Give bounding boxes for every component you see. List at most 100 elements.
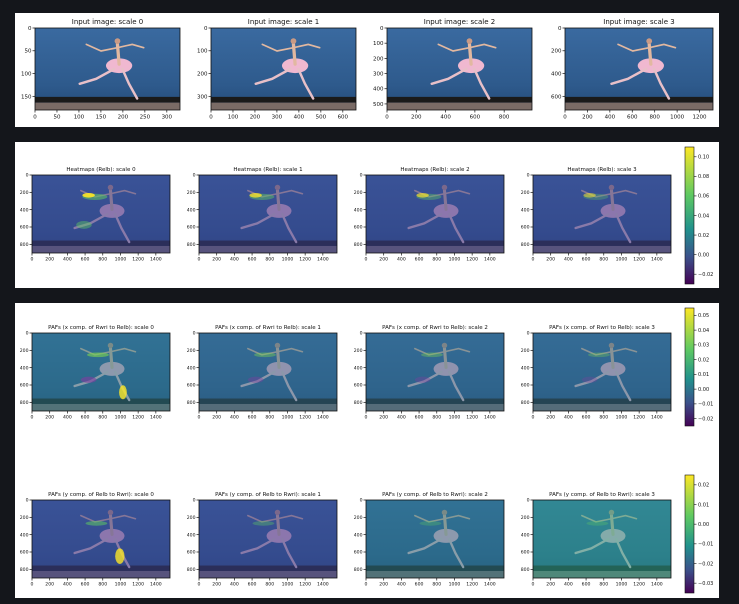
x-tick-label: 1400	[150, 257, 162, 263]
y-tick-label: 400	[551, 71, 562, 77]
photo	[533, 175, 671, 253]
y-tick-label: 400	[373, 87, 384, 93]
y-tick-label: 800	[20, 400, 29, 406]
x-tick-label: 800	[265, 582, 274, 588]
x-tick-label: 400	[230, 257, 239, 263]
x-tick-label: 600	[248, 257, 257, 263]
colorbar-tick-label: 0.04	[698, 213, 709, 219]
x-tick-label: 600	[248, 415, 257, 421]
heatmaps-panel: Heatmaps (Relb): scale 0 0 200 400 600 800 100…	[15, 142, 719, 288]
paf-blob	[253, 521, 275, 526]
photo	[533, 333, 671, 411]
colorbar-tick-label: 0.08	[698, 174, 709, 180]
x-tick-label: 600	[81, 415, 90, 421]
x-tick-label: 800	[432, 257, 441, 263]
x-tick-label: 1400	[317, 257, 329, 263]
y-tick-label: 800	[187, 400, 196, 406]
x-tick-label: 1200	[633, 415, 645, 421]
x-tick-label: 800	[98, 257, 107, 263]
x-tick-label: 600	[582, 582, 591, 588]
photo	[199, 333, 337, 411]
x-tick-label: 1000	[115, 582, 127, 588]
x-tick-label: 400	[564, 582, 573, 588]
y-tick-label: 600	[354, 383, 363, 389]
paf-blob	[420, 521, 442, 526]
photo-stage	[565, 103, 713, 110]
x-tick-label: 800	[432, 582, 441, 588]
x-tick-label: 200	[118, 115, 129, 121]
y-tick-label: 400	[187, 365, 196, 371]
y-tick-label: 0	[193, 173, 196, 179]
y-tick-label: 200	[521, 190, 530, 196]
paf-blob	[587, 521, 609, 526]
y-tick-label: 0	[380, 26, 384, 32]
y-tick-label: 400	[521, 365, 530, 371]
input-images-figure: Input image: scale 0 0 50 100 150 200 250 300 0 5…	[15, 13, 719, 127]
colormap-overlay	[533, 333, 671, 411]
y-tick-label: 800	[521, 242, 530, 248]
x-tick-label: 1000	[616, 582, 628, 588]
colorbar	[685, 475, 694, 593]
x-tick-label: 600	[470, 115, 481, 121]
y-tick-label: 200	[20, 515, 29, 521]
paf-blob	[588, 353, 610, 358]
x-tick-label: 400	[63, 582, 72, 588]
colorbar-tick-label: 0.06	[698, 194, 709, 200]
paf-blob	[87, 353, 109, 358]
x-tick-label: 800	[98, 415, 107, 421]
y-tick-label: 200	[354, 348, 363, 354]
x-tick-label: 300	[272, 115, 283, 121]
x-tick-label: 400	[63, 257, 72, 263]
chart-title: Heatmaps (Relb): scale 1	[233, 167, 302, 173]
chart-title: PAFs (y comp. of Relb to Rwri): scale 0	[48, 492, 154, 498]
x-tick-label: 600	[415, 582, 424, 588]
x-tick-label: 1400	[150, 582, 162, 588]
y-tick-label: 600	[187, 550, 196, 556]
x-tick-label: 1000	[449, 257, 461, 263]
chart-title: Input image: scale 1	[248, 18, 319, 26]
y-tick-label: 800	[354, 567, 363, 573]
colorbar-tick-label: 0.05	[698, 313, 709, 319]
x-tick-label: 400	[397, 415, 406, 421]
photo-floor-shadow	[211, 97, 356, 103]
x-tick-label: 200	[582, 115, 593, 121]
x-tick-label: 400	[564, 257, 573, 263]
colorbar	[685, 147, 694, 284]
x-tick-label: 0	[365, 582, 368, 588]
x-tick-label: 1400	[150, 415, 162, 421]
x-tick-label: 1000	[449, 415, 461, 421]
colorbar-tick-label: −0.03	[698, 581, 713, 587]
x-tick-label: 1000	[282, 415, 294, 421]
paf-blob	[421, 353, 443, 358]
colorbar-tick-label: −0.02	[698, 561, 713, 567]
colormap-overlay	[32, 175, 170, 253]
y-tick-label: 0	[193, 331, 196, 337]
y-tick-label: 300	[197, 94, 208, 100]
colorbar-tick-label: −0.02	[698, 272, 713, 278]
y-tick-label: 0	[360, 331, 363, 337]
y-tick-label: 500	[373, 102, 384, 108]
colormap-overlay	[533, 175, 671, 253]
colorbar-tick-label: 0.01	[698, 372, 709, 378]
x-tick-label: 200	[546, 415, 555, 421]
y-tick-label: 400	[521, 207, 530, 213]
x-tick-label: 200	[45, 257, 54, 263]
y-tick-label: 400	[354, 207, 363, 213]
colormap-overlay	[366, 333, 504, 411]
x-tick-label: 800	[265, 257, 274, 263]
heat-peak	[583, 193, 595, 198]
x-tick-label: 1400	[651, 582, 663, 588]
y-tick-label: 100	[21, 71, 32, 77]
chart-title: PAFs (y comp. of Relb to Rwri): scale 1	[215, 492, 321, 498]
colorbar-tick-label: 0.10	[698, 155, 709, 161]
colorbar-tick-label: 0.03	[698, 343, 709, 349]
colorbar-tick-label: 0.01	[698, 502, 709, 508]
x-tick-label: 1200	[633, 257, 645, 263]
photo	[366, 500, 504, 578]
x-tick-label: 600	[415, 257, 424, 263]
paf-blob	[86, 521, 108, 526]
y-tick-label: 600	[20, 383, 29, 389]
y-tick-label: 200	[551, 49, 562, 55]
y-tick-label: 400	[354, 532, 363, 538]
x-tick-label: 200	[45, 582, 54, 588]
